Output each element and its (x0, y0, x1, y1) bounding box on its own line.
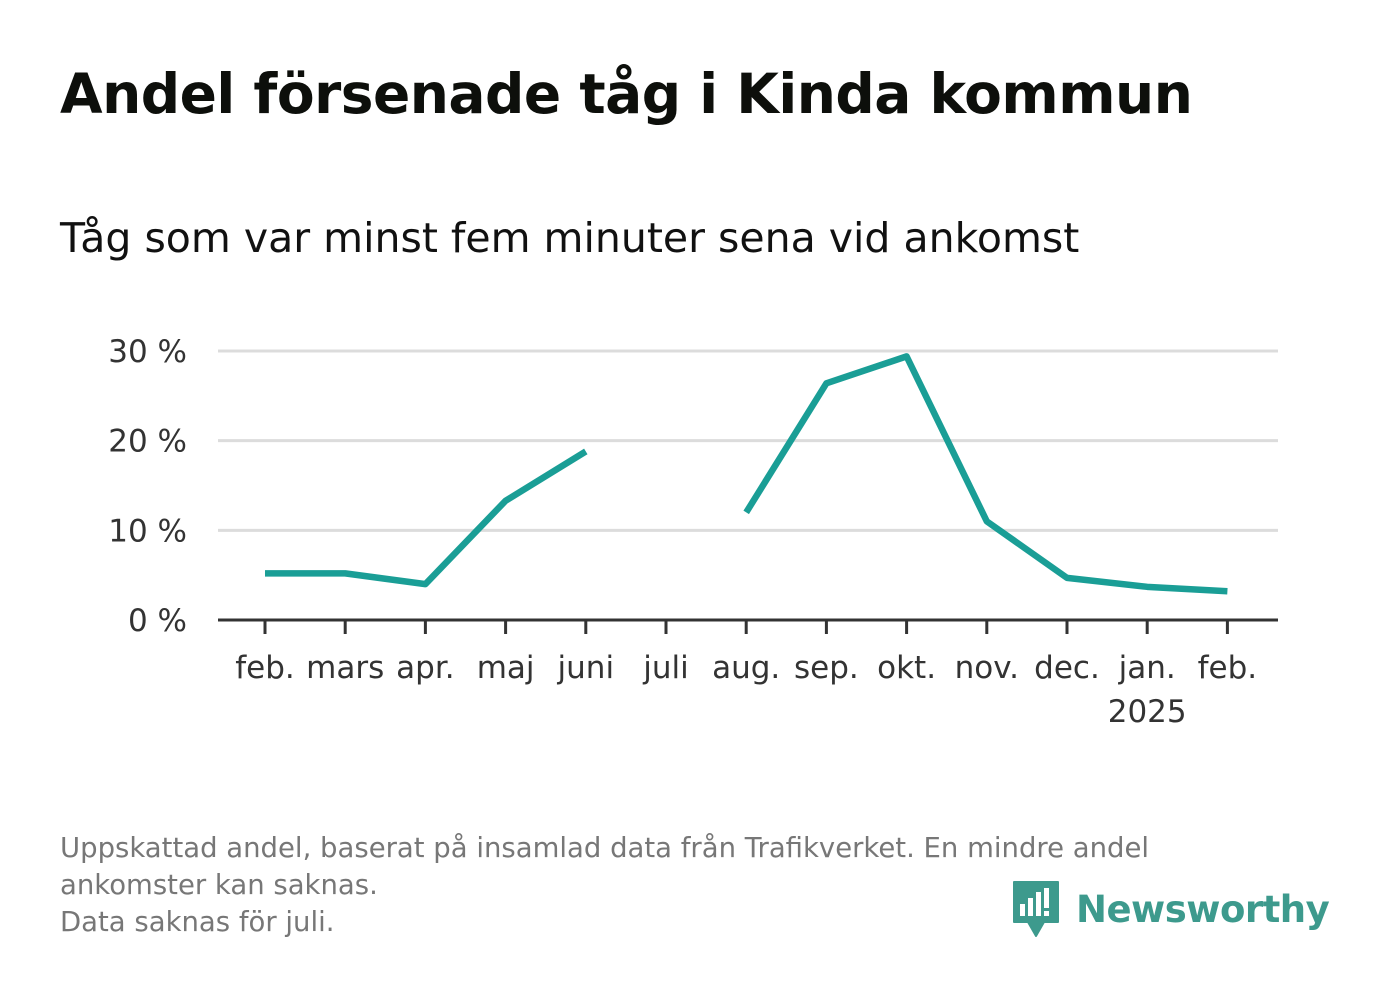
chart-title: Andel försenade tåg i Kinda kommun (60, 62, 1193, 126)
footer-note: Uppskattad andel, baserat på insamlad da… (60, 830, 1310, 941)
gridlines (218, 349, 1278, 532)
y-tick-label: 10 % (108, 513, 187, 549)
x-tick-label: aug. (712, 650, 780, 686)
brand-name: Newsworthy (1076, 887, 1330, 931)
x-tick-label: okt. (877, 650, 936, 686)
footer-line-1: Uppskattad andel, baserat på insamlad da… (60, 832, 1150, 864)
y-tick-label: 20 % (108, 424, 187, 460)
x-tick-label: mars (306, 650, 384, 686)
series-line (265, 448, 588, 588)
newsworthy-logo-icon (1013, 881, 1059, 937)
x-year-label: 2025 (1108, 694, 1187, 730)
footer-line-2: ankomster kan saknas. (60, 869, 378, 901)
data-series (264, 353, 1228, 595)
x-tick-label: juni (557, 650, 615, 686)
x-tick-label: apr. (396, 650, 454, 686)
x-tick-label: feb. (1198, 650, 1258, 686)
chart-subtitle: Tåg som var minst fem minuter sena vid a… (60, 214, 1080, 262)
y-tick-label: 0 % (128, 603, 187, 639)
x-tick-label: sep. (794, 650, 859, 686)
brand-logo: Newsworthy (1010, 877, 1330, 941)
series-line (743, 353, 1228, 595)
x-axis: feb. mars apr. maj juni juli aug. sep. okt. nov. d… (218, 618, 1278, 730)
x-tick-label: feb. (235, 650, 295, 686)
x-tick-label: dec. (1034, 650, 1100, 686)
x-tick-label: nov. (955, 650, 1019, 686)
x-tick-label: maj (477, 650, 535, 686)
y-tick-label: 30 % (108, 334, 187, 370)
x-tick-label: juli (642, 650, 689, 686)
line-chart: 0 % 10 % 20 % 30 % feb. mars apr. maj juni juli a… (108, 334, 1278, 730)
y-axis-ticks: 0 % 10 % 20 % 30 % (108, 334, 187, 639)
x-tick-label: jan. (1118, 650, 1176, 686)
footer-line-3: Data saknas för juli. (60, 906, 335, 938)
